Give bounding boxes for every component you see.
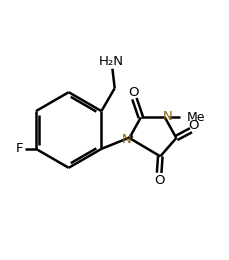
Text: H₂N: H₂N [99,55,124,68]
Text: O: O [128,86,139,99]
Text: N: N [122,133,131,146]
Text: O: O [154,174,164,187]
Text: Me: Me [187,111,205,124]
Text: N: N [162,110,172,124]
Text: O: O [188,119,199,132]
Text: F: F [16,142,24,155]
